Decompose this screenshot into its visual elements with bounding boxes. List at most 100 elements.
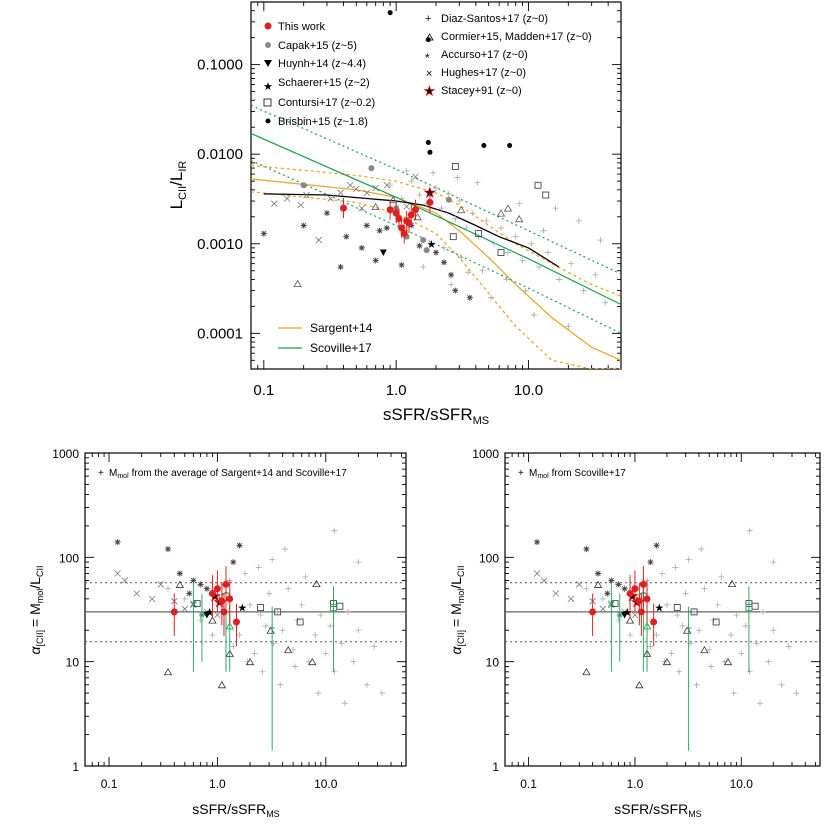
alpha-gray-point — [269, 556, 276, 563]
hughes-point — [403, 203, 410, 210]
legend-label-schaerer: Schaerer+15 (z~2) — [278, 77, 370, 89]
diaz-santos-point — [491, 240, 498, 247]
alpha-gray-point — [277, 681, 284, 688]
accurso-point — [300, 222, 307, 229]
accurso-point — [452, 287, 459, 294]
cormier-point — [503, 204, 513, 212]
alpha-gray-point — [674, 612, 681, 619]
accurso-point — [363, 222, 370, 229]
alpha-gray-point — [270, 640, 277, 647]
top-data-points: ★★ — [260, 10, 609, 330]
alpha-contursi-point — [712, 618, 720, 626]
diaz-santos-point — [398, 195, 405, 202]
legend-marker-capak — [265, 42, 271, 48]
alpha-gray-point — [251, 650, 258, 657]
top-y-axis-label: LCII/LIR — [167, 161, 189, 210]
x-tick-label: 0.1 — [520, 777, 537, 791]
diaz-santos-point — [403, 167, 410, 174]
x-tick-label: 10.0 — [314, 777, 338, 791]
alpha-gray-point — [615, 617, 622, 624]
sargent-lower-line — [251, 191, 621, 369]
accurso-point — [448, 271, 455, 278]
alpha-green-point — [608, 600, 615, 607]
alpha-accurso-point — [595, 570, 602, 577]
alpha-gray-point — [742, 622, 749, 629]
top-x-tick-labels: 0.1 1.0 10.0 — [253, 382, 543, 399]
alpha-gray-point — [759, 608, 766, 615]
top-ticks — [250, 1, 622, 370]
accurso-point — [433, 249, 439, 256]
contursi-point — [449, 233, 457, 241]
hughes-point — [412, 173, 419, 181]
alpha-gray-point — [350, 658, 357, 665]
alpha-cormier-point — [635, 681, 644, 689]
alpha-gray-point — [363, 681, 370, 688]
legend-label-huynh: Huynh+14 (z~4.4) — [278, 58, 366, 70]
this-work-point — [340, 204, 347, 212]
accurso-point — [376, 227, 383, 234]
diaz-santos-point — [456, 198, 463, 205]
alpha-gray-point — [738, 650, 745, 657]
y-tick-label: 0.0100 — [197, 146, 243, 163]
alpha-gray-point — [294, 617, 301, 624]
legend-marker-stacey: ★ — [424, 84, 435, 98]
alpha-gray-point — [698, 546, 705, 553]
diaz-santos-point — [487, 294, 494, 301]
hughes-point — [303, 191, 310, 199]
alpha-accurso-point — [197, 581, 204, 588]
this-work-point — [392, 209, 400, 217]
alpha-gray-point — [679, 622, 686, 629]
alpha-gray-point — [770, 627, 777, 634]
brisbin-point — [425, 140, 431, 146]
diaz-santos-point — [433, 184, 439, 191]
diaz-santos-point — [519, 257, 526, 264]
this-work-point — [395, 215, 403, 223]
hughes-point — [353, 185, 360, 193]
bottom-left-reference-lines — [85, 582, 406, 643]
legend-marker-contursi — [263, 98, 272, 107]
hughes-point — [271, 200, 278, 207]
y-tick-label: 10 — [486, 656, 500, 670]
top-y-tick-labels: 0.0001 0.0010 0.0100 0.1000 — [197, 57, 243, 343]
alpha-hughes-point — [567, 595, 575, 603]
x-tick-label: 1.0 — [209, 777, 226, 791]
alpha-gray-point — [291, 663, 298, 670]
alpha-gray-point — [718, 573, 725, 580]
alpha-gray-point — [266, 590, 273, 597]
y-tick-label: 1000 — [472, 447, 499, 461]
alpha-cormier-point — [283, 645, 293, 654]
this-work-point — [386, 206, 394, 214]
alpha-this-work-point — [650, 618, 658, 626]
bottom-left-y-tick-labels: 1 10 100 1000 — [52, 447, 79, 774]
diaz-santos-point — [565, 323, 572, 330]
diaz-santos-point — [528, 240, 535, 247]
diaz-santos-point — [580, 287, 587, 294]
alpha-gray-point — [244, 658, 251, 665]
alpha-hughes-point — [133, 590, 140, 597]
cormier-point — [514, 215, 524, 223]
legend-marker-brisbin — [265, 118, 271, 124]
alpha-gray-point — [765, 658, 772, 665]
alpha-gray-point — [331, 527, 338, 534]
alpha-hughes-point — [599, 605, 607, 613]
x-tick-label: 0.1 — [101, 777, 118, 791]
top-model-lines — [251, 104, 621, 369]
legend-marker-schaerer: ★ — [263, 81, 273, 93]
diaz-santos-point — [544, 249, 551, 256]
alpha-hughes-point — [148, 595, 156, 603]
diaz-santos-point — [448, 281, 455, 288]
alpha-gray-point — [599, 595, 606, 602]
alpha-gray-point — [164, 585, 171, 592]
alpha-this-work-point — [232, 618, 240, 626]
brisbin-point — [507, 143, 513, 149]
bottom-left-annotation: Mmol from the average of Sargent+14 and S… — [109, 468, 347, 480]
diaz-santos-point — [458, 254, 465, 261]
alpha-gray-point — [344, 608, 351, 615]
alpha-hughes-point — [181, 605, 189, 613]
diaz-santos-point — [416, 192, 423, 199]
accurso-point — [416, 242, 423, 249]
contursi-point — [475, 230, 483, 237]
top-x-axis-label: sSFR/sSFRMS — [383, 405, 489, 427]
legend-marker-accurso: * — [425, 51, 430, 65]
